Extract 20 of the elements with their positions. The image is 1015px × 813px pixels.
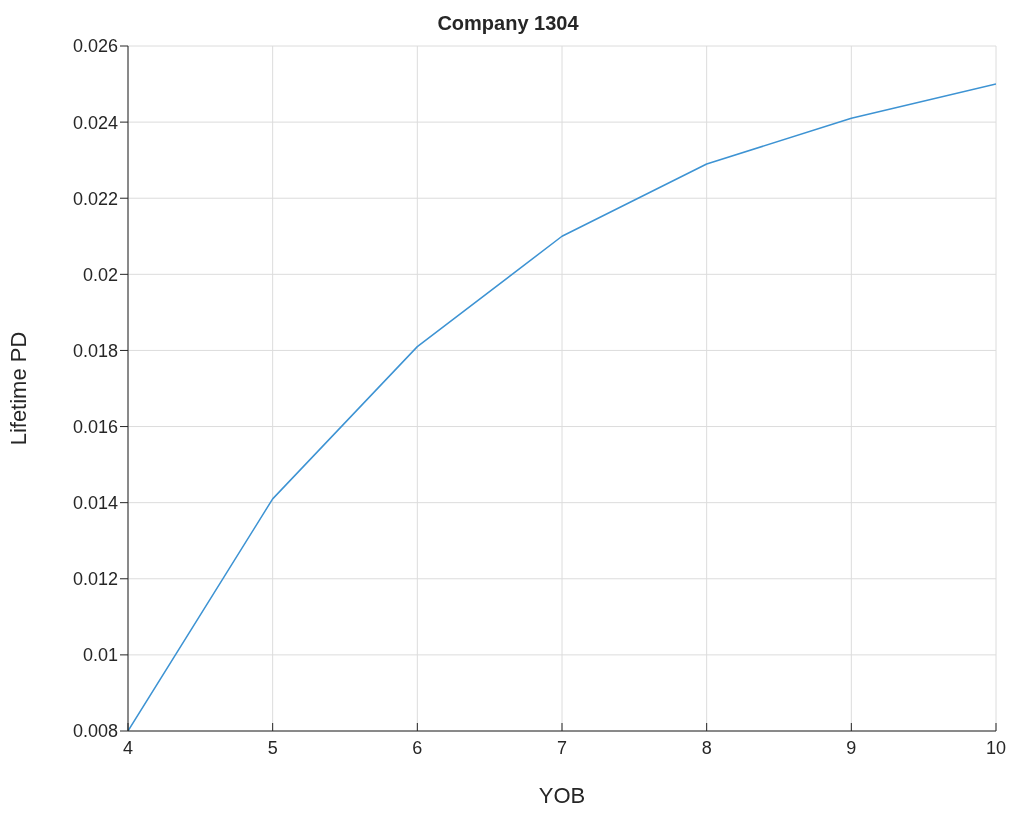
y-tick-label: 0.02 [82,264,118,285]
y-axis-title: Lifetime PD [5,331,31,446]
x-tick-label: 8 [701,737,712,758]
x-tick-label: 7 [556,737,568,758]
y-tick-label: 0.022 [72,188,118,209]
x-tick-label: 4 [122,737,134,758]
y-tick-label: 0.01 [82,645,118,666]
y-tick-label: 0.016 [72,416,118,437]
y-tick-label: 0.026 [72,36,118,57]
x-tick-label: 10 [985,737,1007,758]
y-tick-label: 0.014 [72,493,118,514]
y-tick-label: 0.018 [72,340,118,361]
x-tick-label: 6 [412,737,423,758]
chart-title: Company 1304 [436,11,580,36]
y-tick-label: 0.024 [72,112,118,133]
x-axis-title: YOB [538,783,586,808]
y-tick-label: 0.012 [72,569,118,590]
x-tick-label: 5 [267,737,278,758]
y-tick-label: 0.008 [72,721,118,742]
x-tick-label: 9 [846,737,857,758]
